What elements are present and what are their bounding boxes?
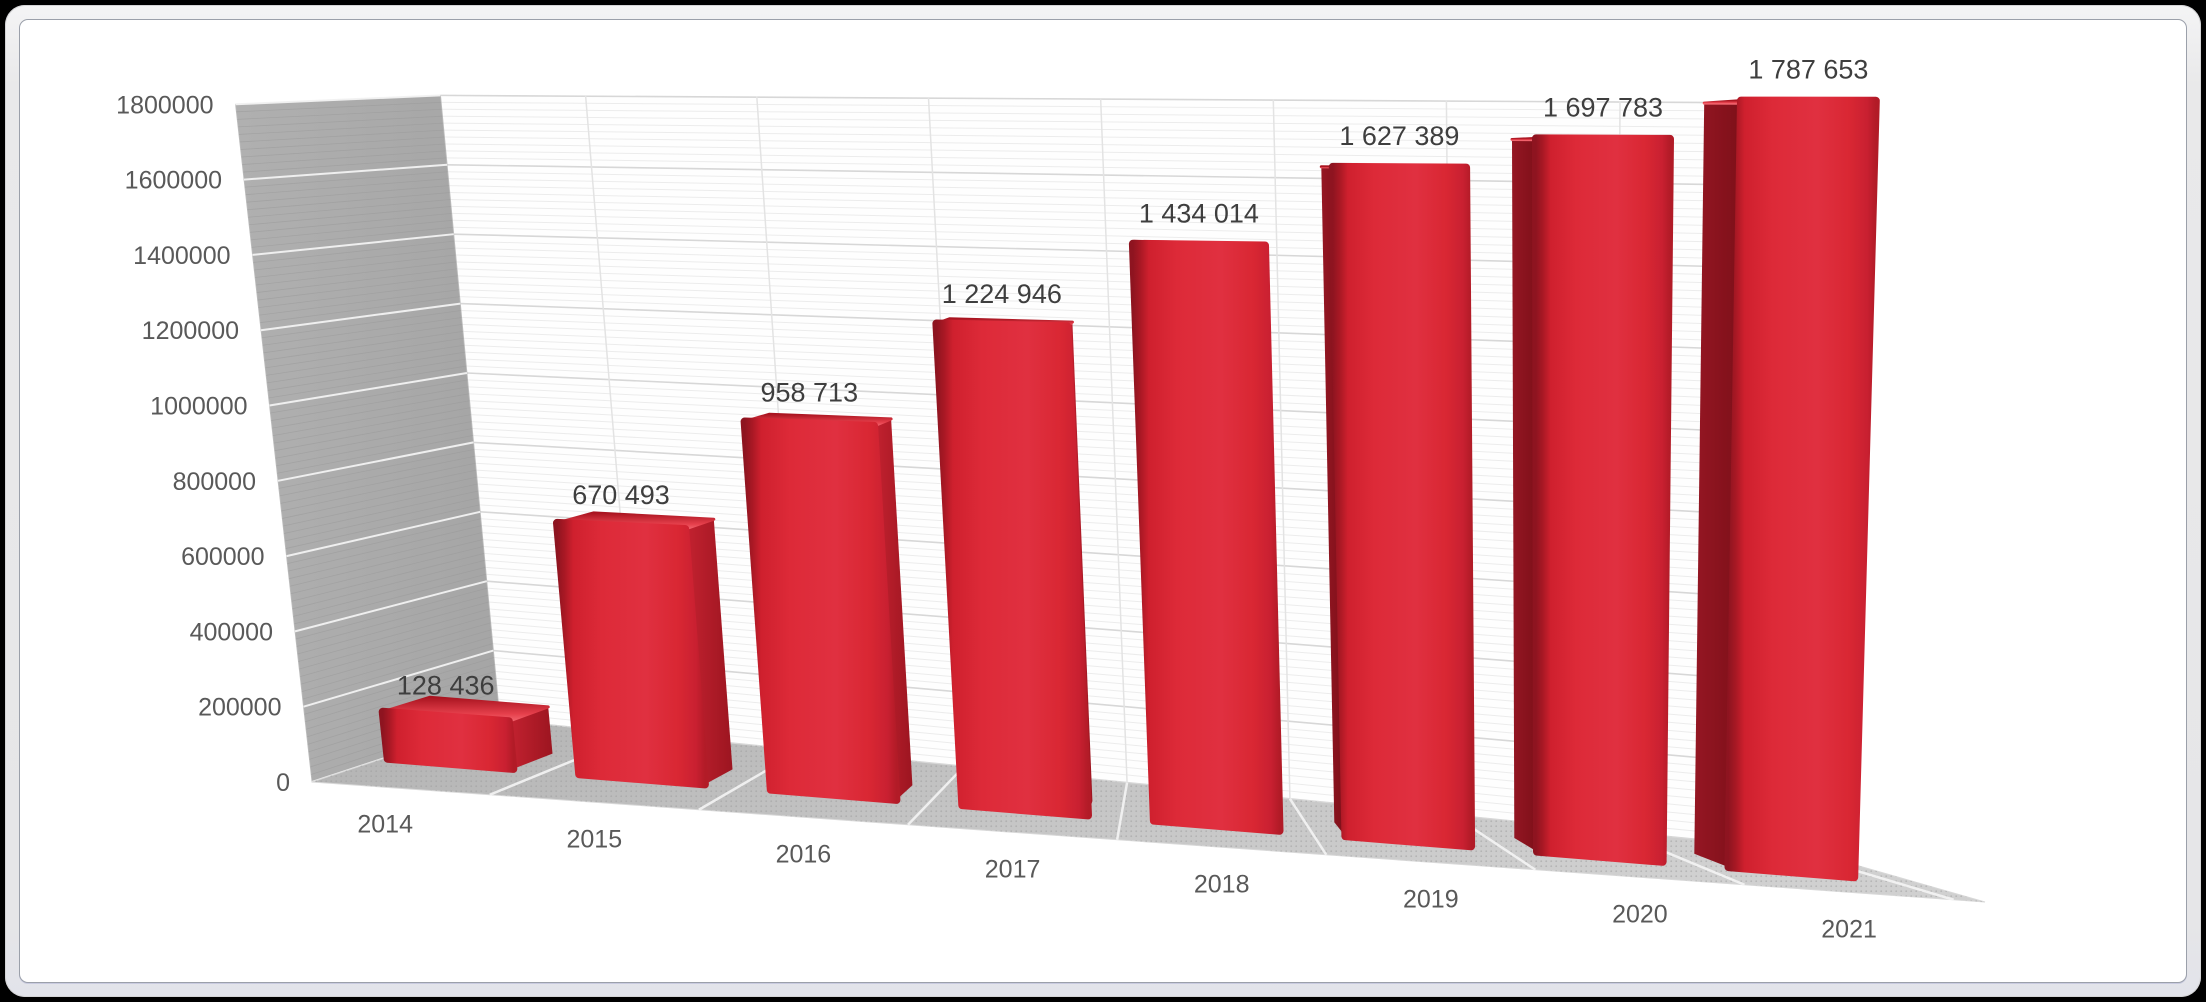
y-axis-tick-label: 800000 [173, 468, 256, 496]
x-axis-category-label: 2018 [1194, 870, 1250, 898]
x-axis-category-label: 2019 [1403, 885, 1459, 913]
bar-value-label: 670 493 [572, 480, 670, 510]
x-axis-category-label: 2021 [1821, 915, 1877, 943]
bar-value-label: 1 627 389 [1339, 121, 1459, 151]
bar-2019 [1319, 162, 1476, 851]
y-axis-tick-label: 200000 [198, 694, 281, 722]
chart-area: 128 436 670 493 958 713 1 224 946 1 434 014 1… [116, 55, 1986, 943]
y-axis-tick-label: 1600000 [125, 167, 222, 195]
bar-value-label: 1 224 946 [942, 279, 1062, 309]
y-axis-tick-label: 600000 [181, 543, 264, 571]
bar-value-label: 1 697 783 [1543, 93, 1663, 123]
side-wall [235, 94, 501, 783]
y-axis-tick-label: 1000000 [150, 393, 247, 421]
y-axis-tick-label: 1800000 [116, 91, 213, 119]
bar-value-label: 128 436 [397, 671, 495, 701]
y-axis-tick-label: 1200000 [142, 317, 239, 345]
y-axis-tick-label: 400000 [190, 618, 273, 646]
bar-2021 [1694, 96, 1880, 882]
y-axis-labels: 0 200000 400000 600000 800000 1000000 1200000 1… [116, 91, 290, 797]
value-labels: 128 436 670 493 958 713 1 224 946 1 434 014 1… [397, 55, 1869, 701]
x-axis-category-label: 2017 [985, 855, 1041, 883]
x-axis-category-label: 2020 [1612, 900, 1668, 928]
bar-value-label: 958 713 [760, 378, 858, 408]
bars [378, 96, 1880, 882]
bar-2020 [1510, 134, 1674, 866]
bar-value-label: 1 434 014 [1139, 199, 1259, 229]
bar-2015 [553, 511, 733, 789]
x-axis-labels: 2014 2015 2016 2017 2018 2019 2020 2021 [357, 810, 1877, 943]
y-axis-tick-label: 1400000 [133, 242, 230, 270]
bar-value-label: 1 787 653 [1748, 55, 1868, 85]
bar-2014 [378, 695, 553, 773]
bar-2016 [740, 412, 913, 804]
bar-2018 [1128, 239, 1284, 835]
x-axis-category-label: 2015 [566, 825, 622, 853]
y-axis-tick-label: 0 [276, 769, 290, 797]
x-axis-category-label: 2014 [357, 810, 413, 838]
bar-2017 [932, 317, 1093, 820]
x-axis-category-label: 2016 [776, 840, 832, 868]
